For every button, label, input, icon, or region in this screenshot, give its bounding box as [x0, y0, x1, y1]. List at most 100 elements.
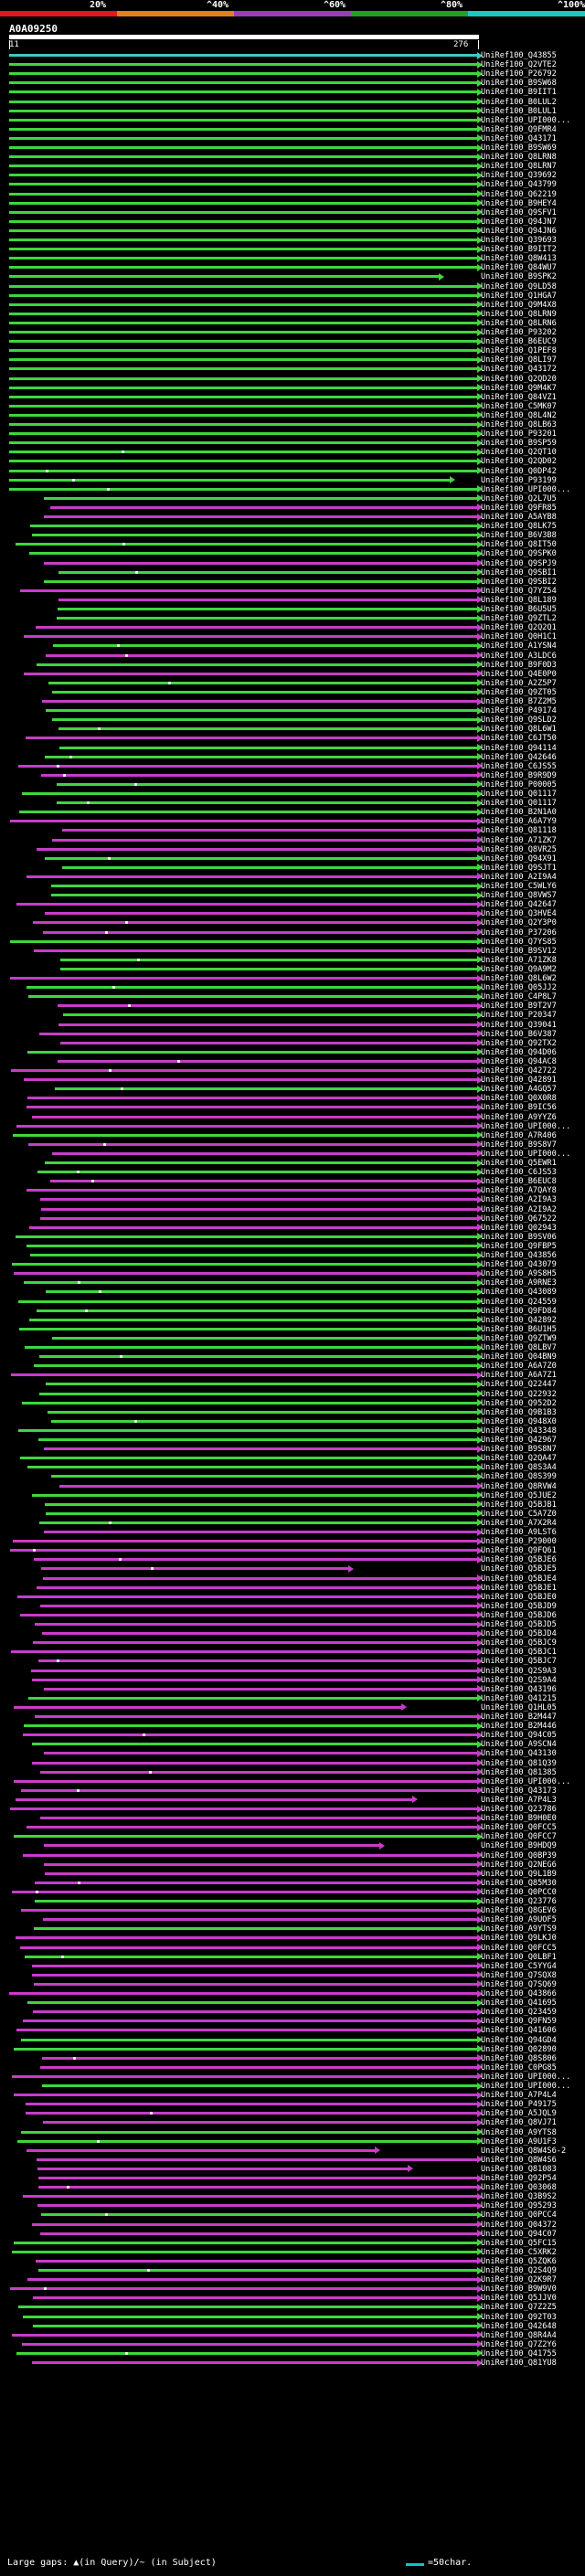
- hit-alignment-bar[interactable]: [39, 1521, 477, 1524]
- hit-label[interactable]: UniRef100_Q2QD02: [481, 457, 557, 467]
- hit-alignment-bar[interactable]: [29, 1225, 477, 1229]
- hit-label[interactable]: UniRef100_Q92T03: [481, 2312, 557, 2322]
- hit-label[interactable]: UniRef100_Q39692: [481, 171, 557, 181]
- hit-label[interactable]: UniRef100_A1YSN4: [481, 641, 557, 652]
- hit-label[interactable]: UniRef100_Q9ZT05: [481, 687, 557, 697]
- hit-alignment-bar[interactable]: [50, 505, 477, 509]
- hit-alignment-bar[interactable]: [45, 856, 477, 860]
- hit-label[interactable]: UniRef100_Q8LRN9: [481, 309, 557, 319]
- hit-label[interactable]: UniRef100_Q85M30: [481, 1878, 557, 1888]
- hit-alignment-bar[interactable]: [13, 1540, 477, 1543]
- hit-label[interactable]: UniRef100_Q9A9M2: [481, 964, 557, 974]
- hit-label[interactable]: UniRef100_B9H0E0: [481, 1814, 557, 1824]
- hit-alignment-bar[interactable]: [58, 1059, 477, 1063]
- hit-alignment-bar[interactable]: [42, 2056, 477, 2060]
- hit-label[interactable]: UniRef100_Q5BJE4: [481, 1574, 557, 1584]
- hit-alignment-bar[interactable]: [40, 1604, 477, 1607]
- hit-label[interactable]: UniRef100_Q9FQ61: [481, 1546, 557, 1556]
- hit-label[interactable]: UniRef100_Q8L6W1: [481, 725, 557, 735]
- hit-label[interactable]: UniRef100_Q8VJ71: [481, 2118, 557, 2128]
- hit-alignment-bar[interactable]: [32, 1115, 477, 1118]
- hit-label[interactable]: UniRef100_Q3HVE4: [481, 909, 557, 919]
- hit-alignment-bar[interactable]: [40, 1817, 477, 1820]
- hit-alignment-bar[interactable]: [32, 534, 477, 537]
- hit-label[interactable]: UniRef100_Q94GD4: [481, 2035, 557, 2045]
- hit-alignment-bar[interactable]: [21, 1909, 477, 1913]
- hit-alignment-bar[interactable]: [9, 109, 477, 112]
- hit-alignment-bar[interactable]: [39, 1355, 477, 1359]
- hit-label[interactable]: UniRef100_A3LDC6: [481, 651, 557, 661]
- hit-alignment-bar[interactable]: [34, 1364, 477, 1368]
- hit-label[interactable]: UniRef100_B9T2V7: [481, 1002, 557, 1012]
- hit-label[interactable]: UniRef100_Q42967: [481, 1436, 557, 1445]
- hit-label[interactable]: UniRef100_B9SV06: [481, 1232, 557, 1242]
- hit-alignment-bar[interactable]: [43, 1918, 477, 1922]
- hit-alignment-bar[interactable]: [9, 90, 477, 94]
- hit-label[interactable]: UniRef100_Q8R4A4: [481, 2330, 557, 2340]
- hit-label[interactable]: UniRef100_A6A7Y9: [481, 817, 557, 827]
- hit-label[interactable]: UniRef100_B9IIT1: [481, 88, 557, 98]
- hit-label[interactable]: UniRef100_A71ZK7: [481, 835, 557, 845]
- hit-alignment-bar[interactable]: [9, 155, 477, 159]
- hit-alignment-bar[interactable]: [46, 1290, 477, 1294]
- hit-alignment-bar[interactable]: [23, 2019, 477, 2023]
- hit-label[interactable]: UniRef100_Q8VWS7: [481, 891, 557, 901]
- hit-alignment-bar[interactable]: [60, 958, 477, 961]
- hit-alignment-bar[interactable]: [9, 54, 477, 57]
- hit-alignment-bar[interactable]: [20, 1945, 477, 1949]
- hit-label[interactable]: UniRef100_A9LST6: [481, 1528, 557, 1537]
- hit-alignment-bar[interactable]: [52, 1336, 477, 1340]
- hit-alignment-bar[interactable]: [44, 561, 477, 565]
- hit-label[interactable]: UniRef100_Q43856: [481, 1251, 557, 1260]
- hit-alignment-bar[interactable]: [40, 2231, 477, 2235]
- hit-label[interactable]: UniRef100_Q94C05: [481, 1731, 557, 1741]
- hit-label[interactable]: UniRef100_Q0H1C1: [481, 632, 557, 642]
- hit-alignment-bar[interactable]: [37, 663, 477, 666]
- hit-alignment-bar[interactable]: [9, 376, 477, 380]
- hit-label[interactable]: UniRef100_B0LUL1: [481, 106, 557, 116]
- hit-alignment-bar[interactable]: [45, 1871, 477, 1875]
- hit-alignment-bar[interactable]: [44, 1531, 477, 1533]
- hit-alignment-bar[interactable]: [9, 239, 477, 241]
- hit-alignment-bar[interactable]: [30, 525, 477, 528]
- hit-label[interactable]: UniRef100_Q9ZTL2: [481, 614, 557, 624]
- hit-label[interactable]: UniRef100_Q9FBP5: [481, 1241, 557, 1251]
- hit-alignment-bar[interactable]: [58, 1004, 477, 1008]
- hit-label[interactable]: UniRef100_C5A7Z0: [481, 1509, 557, 1519]
- hit-alignment-bar[interactable]: [9, 487, 477, 491]
- hit-alignment-bar[interactable]: [57, 782, 477, 786]
- hit-alignment-bar[interactable]: [32, 1761, 477, 1765]
- hit-label[interactable]: UniRef100_A9RNE3: [481, 1278, 557, 1288]
- hit-label[interactable]: UniRef100_C6JT50: [481, 734, 557, 744]
- hit-label[interactable]: UniRef100_Q5FC15: [481, 2238, 557, 2248]
- hit-label[interactable]: UniRef100_P93201: [481, 429, 557, 440]
- hit-alignment-bar[interactable]: [48, 1410, 477, 1414]
- hit-label[interactable]: UniRef100_UPI000...: [481, 115, 571, 125]
- hit-label[interactable]: UniRef100_Q8LB63: [481, 420, 557, 429]
- hit-alignment-bar[interactable]: [45, 1502, 477, 1506]
- hit-alignment-bar[interactable]: [57, 617, 477, 620]
- hit-label[interactable]: UniRef100_B7Z2M5: [481, 697, 557, 706]
- hit-alignment-bar[interactable]: [44, 515, 477, 518]
- hit-label[interactable]: UniRef100_B2M447: [481, 1712, 557, 1722]
- hit-alignment-bar[interactable]: [9, 413, 477, 417]
- hit-label[interactable]: UniRef100_Q9FMR4: [481, 124, 557, 134]
- hit-alignment-bar[interactable]: [34, 1927, 477, 1931]
- hit-label[interactable]: UniRef100_Q67522: [481, 1214, 557, 1224]
- hit-alignment-bar[interactable]: [27, 2278, 477, 2282]
- hit-label[interactable]: UniRef100_Q9ZTW9: [481, 1333, 557, 1343]
- hit-label[interactable]: UniRef100_A6A7Z0: [481, 1362, 557, 1372]
- hit-alignment-bar[interactable]: [21, 1788, 477, 1792]
- hit-alignment-bar[interactable]: [44, 1844, 379, 1848]
- hit-label[interactable]: UniRef100_Q8LRN6: [481, 318, 557, 328]
- hit-alignment-bar[interactable]: [53, 644, 477, 648]
- hit-label[interactable]: UniRef100_Q0X0R8: [481, 1094, 557, 1104]
- hit-alignment-bar[interactable]: [9, 201, 477, 205]
- hit-alignment-bar[interactable]: [57, 801, 477, 805]
- hit-label[interactable]: UniRef100_A71ZK8: [481, 955, 557, 965]
- hit-alignment-bar[interactable]: [9, 118, 477, 122]
- hit-label[interactable]: UniRef100_A9YTS8: [481, 2127, 557, 2137]
- hit-alignment-bar[interactable]: [9, 174, 477, 177]
- hit-label[interactable]: UniRef100_Q2QA47: [481, 1454, 557, 1464]
- hit-alignment-bar[interactable]: [19, 811, 477, 814]
